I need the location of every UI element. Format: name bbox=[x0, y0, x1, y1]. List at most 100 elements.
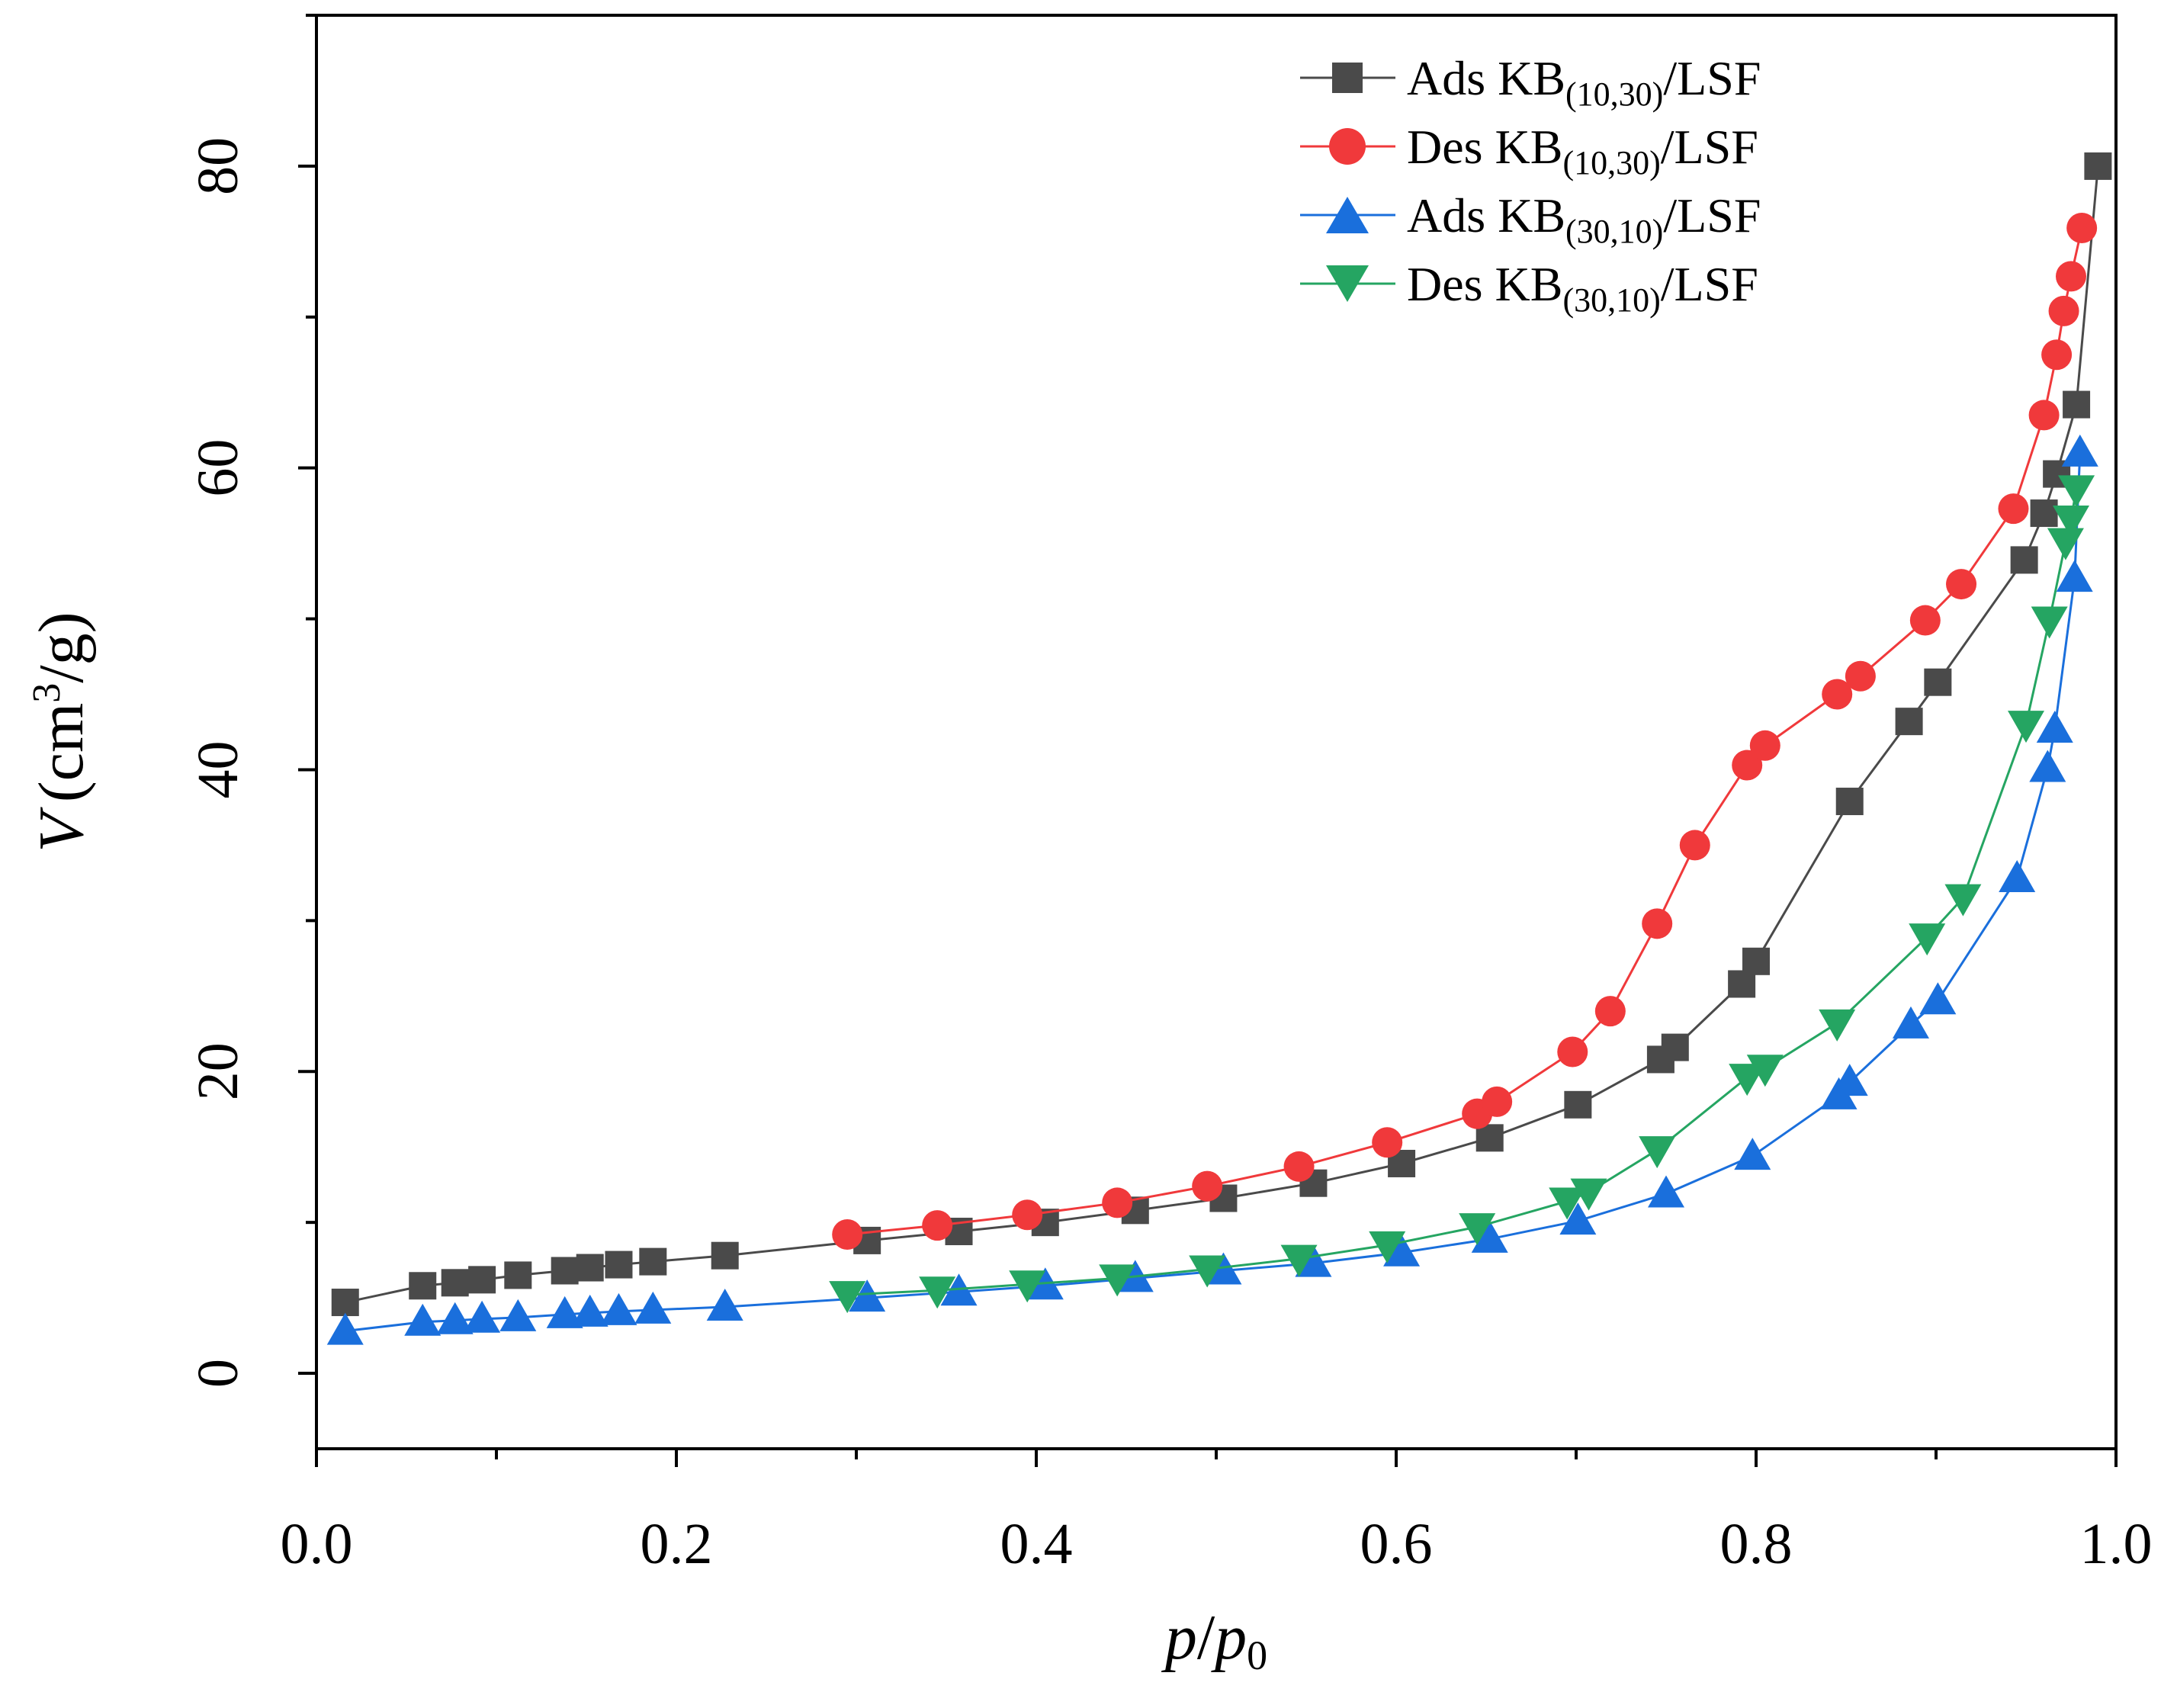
x-tick-label: 0.6 bbox=[1360, 1512, 1433, 1576]
data-point bbox=[2084, 152, 2112, 180]
data-point bbox=[832, 1218, 863, 1250]
y-tick-label: 40 bbox=[186, 740, 250, 798]
legend-label-0-sub: (10,30) bbox=[1565, 75, 1663, 113]
legend-entry-3: Des KB(30,10)/LSF bbox=[1300, 257, 1758, 319]
data-point bbox=[1661, 1033, 1689, 1061]
data-point bbox=[551, 1257, 579, 1285]
data-point bbox=[2047, 528, 2084, 560]
data-point bbox=[2029, 750, 2066, 782]
legend-entry-2: Ads KB(30,10)/LSF bbox=[1300, 188, 1761, 250]
data-point bbox=[1369, 1231, 1406, 1263]
legend-label-0-prefix: Ads KB bbox=[1407, 51, 1565, 105]
series-3 bbox=[829, 475, 2095, 1314]
x-axis-title-p0: p bbox=[1211, 1602, 1247, 1673]
legend-label-3: Des KB(30,10)/LSF bbox=[1407, 257, 1758, 319]
x-axis-ticks: 0.0 0.2 0.4 0.6 0.8 1.0 bbox=[281, 1449, 2153, 1576]
data-point bbox=[1383, 1234, 1421, 1267]
legend-marker-triangle-down bbox=[1326, 265, 1369, 302]
legend-marker-square bbox=[1332, 63, 1363, 93]
data-point bbox=[829, 1281, 866, 1314]
data-point bbox=[1564, 1090, 1592, 1119]
data-point bbox=[639, 1247, 667, 1276]
data-point bbox=[1012, 1199, 1043, 1231]
data-point bbox=[1189, 1255, 1226, 1288]
data-point bbox=[1559, 1202, 1597, 1235]
y-tick-label: 80 bbox=[186, 137, 250, 195]
legend-label-1-prefix: Des KB bbox=[1407, 120, 1562, 174]
legend-label-2-prefix: Ads KB bbox=[1407, 188, 1565, 242]
legend-entry-1: Des KB(10,30)/LSF bbox=[1300, 120, 1758, 181]
data-point bbox=[2030, 499, 2058, 528]
y-axis-title-post: /g) bbox=[26, 612, 97, 682]
data-point bbox=[706, 1288, 743, 1321]
data-point bbox=[2063, 390, 2091, 419]
data-point bbox=[605, 1250, 633, 1279]
legend-label-0-suffix: /LSF bbox=[1663, 51, 1761, 105]
data-point bbox=[1734, 1138, 1771, 1170]
x-axis-title-slash: / bbox=[1197, 1602, 1215, 1673]
data-point bbox=[1892, 1006, 1929, 1039]
data-point bbox=[1482, 1086, 1513, 1117]
data-point bbox=[1909, 923, 1946, 956]
x-tick-label: 0.2 bbox=[641, 1512, 713, 1576]
y-tick-label: 60 bbox=[186, 439, 250, 497]
data-point bbox=[1372, 1127, 1403, 1158]
data-point bbox=[2053, 505, 2089, 538]
x-tick-label: 0.4 bbox=[1000, 1512, 1073, 1576]
data-point bbox=[326, 1312, 364, 1345]
data-point bbox=[1679, 830, 1710, 861]
data-point bbox=[499, 1299, 537, 1331]
data-point bbox=[1642, 908, 1673, 939]
data-point bbox=[1283, 1151, 1315, 1182]
data-point bbox=[1944, 884, 1982, 917]
data-point bbox=[468, 1266, 496, 1294]
x-axis-title-p: p bbox=[1161, 1602, 1197, 1673]
data-point bbox=[1280, 1244, 1318, 1277]
data-point bbox=[1639, 1136, 1676, 1169]
data-point bbox=[711, 1241, 739, 1270]
data-point bbox=[1998, 493, 2029, 525]
data-point bbox=[331, 1289, 359, 1317]
data-point bbox=[464, 1300, 501, 1333]
data-point bbox=[1835, 788, 1864, 816]
legend-label-3-suffix: /LSF bbox=[1661, 257, 1758, 311]
data-point bbox=[1742, 947, 1770, 975]
data-point bbox=[409, 1272, 437, 1300]
series-layer bbox=[326, 152, 2112, 1345]
legend-label-1-sub: (10,30) bbox=[1562, 144, 1660, 181]
data-point bbox=[849, 1279, 886, 1312]
data-point bbox=[1192, 1170, 1223, 1202]
data-point bbox=[504, 1261, 532, 1289]
data-point bbox=[2061, 434, 2098, 467]
data-point bbox=[2058, 475, 2095, 508]
data-point bbox=[1648, 1175, 1684, 1208]
data-point bbox=[404, 1303, 442, 1336]
y-tick-label: 0 bbox=[186, 1359, 250, 1388]
legend-label-1: Des KB(10,30)/LSF bbox=[1407, 120, 1758, 181]
data-point bbox=[2008, 711, 2044, 743]
data-point bbox=[1295, 1244, 1332, 1277]
data-point bbox=[1549, 1187, 1586, 1220]
x-tick-label: 0.8 bbox=[1720, 1512, 1793, 1576]
data-point bbox=[576, 1254, 604, 1282]
data-point bbox=[2036, 711, 2073, 743]
data-point bbox=[1819, 1009, 1856, 1042]
data-point bbox=[436, 1302, 474, 1334]
data-point bbox=[2056, 560, 2093, 592]
data-point bbox=[1822, 679, 1853, 710]
data-point bbox=[1946, 569, 1977, 600]
legend-label-2-sub: (30,10) bbox=[1565, 213, 1663, 250]
y-axis-title-sup: 3 bbox=[25, 683, 69, 703]
data-point bbox=[2028, 400, 2060, 431]
data-point bbox=[600, 1292, 637, 1325]
data-point bbox=[2056, 261, 2086, 292]
data-point bbox=[1009, 1270, 1046, 1303]
data-point bbox=[1999, 859, 2036, 892]
y-axis-ticks: 0 20 40 60 80 bbox=[186, 14, 316, 1388]
y-axis-title-pre: (cm bbox=[26, 703, 97, 803]
x-tick-label: 1.0 bbox=[2080, 1512, 2153, 1576]
legend-label-1-suffix: /LSF bbox=[1661, 120, 1758, 174]
y-axis-title-v: V bbox=[26, 807, 97, 852]
data-point bbox=[1475, 1124, 1504, 1152]
legend-label-2-suffix: /LSF bbox=[1663, 188, 1761, 242]
